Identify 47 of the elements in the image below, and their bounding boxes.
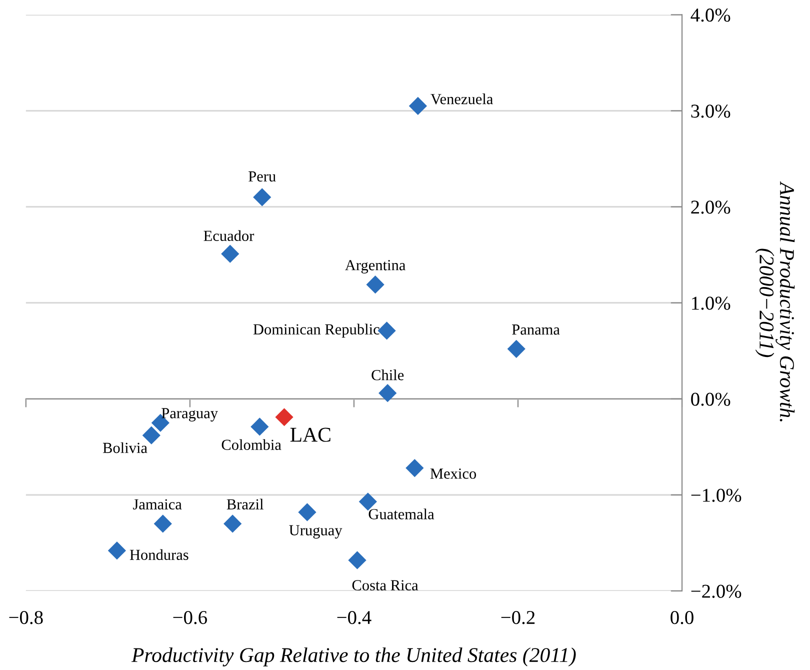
- y-axis-title: Annual Productivity Growth. (2000−2011): [755, 181, 795, 422]
- point: [224, 514, 242, 533]
- point: [507, 340, 526, 358]
- annotation: Ecuador: [204, 230, 254, 242]
- x-axis-title: Productivity Gap Relative to the United States (2011): [131, 647, 576, 666]
- point: [108, 542, 126, 560]
- annotation: Costa Rica: [352, 580, 418, 590]
- point: [298, 503, 316, 522]
- point: [221, 244, 240, 263]
- point: [348, 551, 366, 570]
- y-tick-label: −2.0%: [691, 584, 742, 598]
- x-tick-label: −0.8: [9, 610, 43, 624]
- point: [154, 514, 172, 533]
- point: [253, 188, 272, 206]
- annotation: Dominican Republic: [253, 324, 380, 338]
- annotation: LAC: [290, 428, 330, 442]
- annotation: Paraguay: [162, 408, 218, 422]
- y-tick-label: 3.0%: [691, 104, 730, 118]
- point: [366, 276, 384, 294]
- annotation: Mexico: [430, 468, 476, 479]
- y-tick-label: 0.0%: [691, 392, 730, 406]
- x-tick-label: −0.6: [173, 610, 207, 624]
- y-tick-label: 2.0%: [691, 200, 730, 214]
- point: [408, 96, 427, 116]
- x-tick-label: −0.4: [337, 610, 372, 624]
- y-tick-label: 1.0%: [692, 296, 730, 310]
- annotation: Honduras: [130, 549, 188, 560]
- x-tick-label: 0.0: [670, 610, 694, 624]
- annotation: Bolivia: [102, 442, 148, 454]
- annotation: Argentina: [345, 260, 406, 274]
- point: [406, 458, 424, 478]
- point: [275, 408, 294, 426]
- annotation: Colombia: [222, 439, 282, 450]
- y-tick-label: 4.0%: [690, 8, 730, 22]
- y-tick-label: −1.0%: [691, 488, 742, 502]
- annotation: Venezuela: [430, 93, 493, 104]
- annotation: Jamaica: [133, 499, 182, 510]
- annotation: Uruguay: [289, 525, 342, 539]
- x-tick-label: −0.2: [501, 610, 535, 624]
- annotation: Chile: [372, 370, 404, 380]
- annotation: Panama: [512, 324, 560, 335]
- annotation: Brazil: [226, 498, 264, 510]
- annotation: Peru: [248, 171, 276, 182]
- point: [250, 418, 269, 436]
- annotation: Guatemala: [368, 508, 434, 520]
- point: [378, 322, 396, 340]
- point: [378, 384, 397, 402]
